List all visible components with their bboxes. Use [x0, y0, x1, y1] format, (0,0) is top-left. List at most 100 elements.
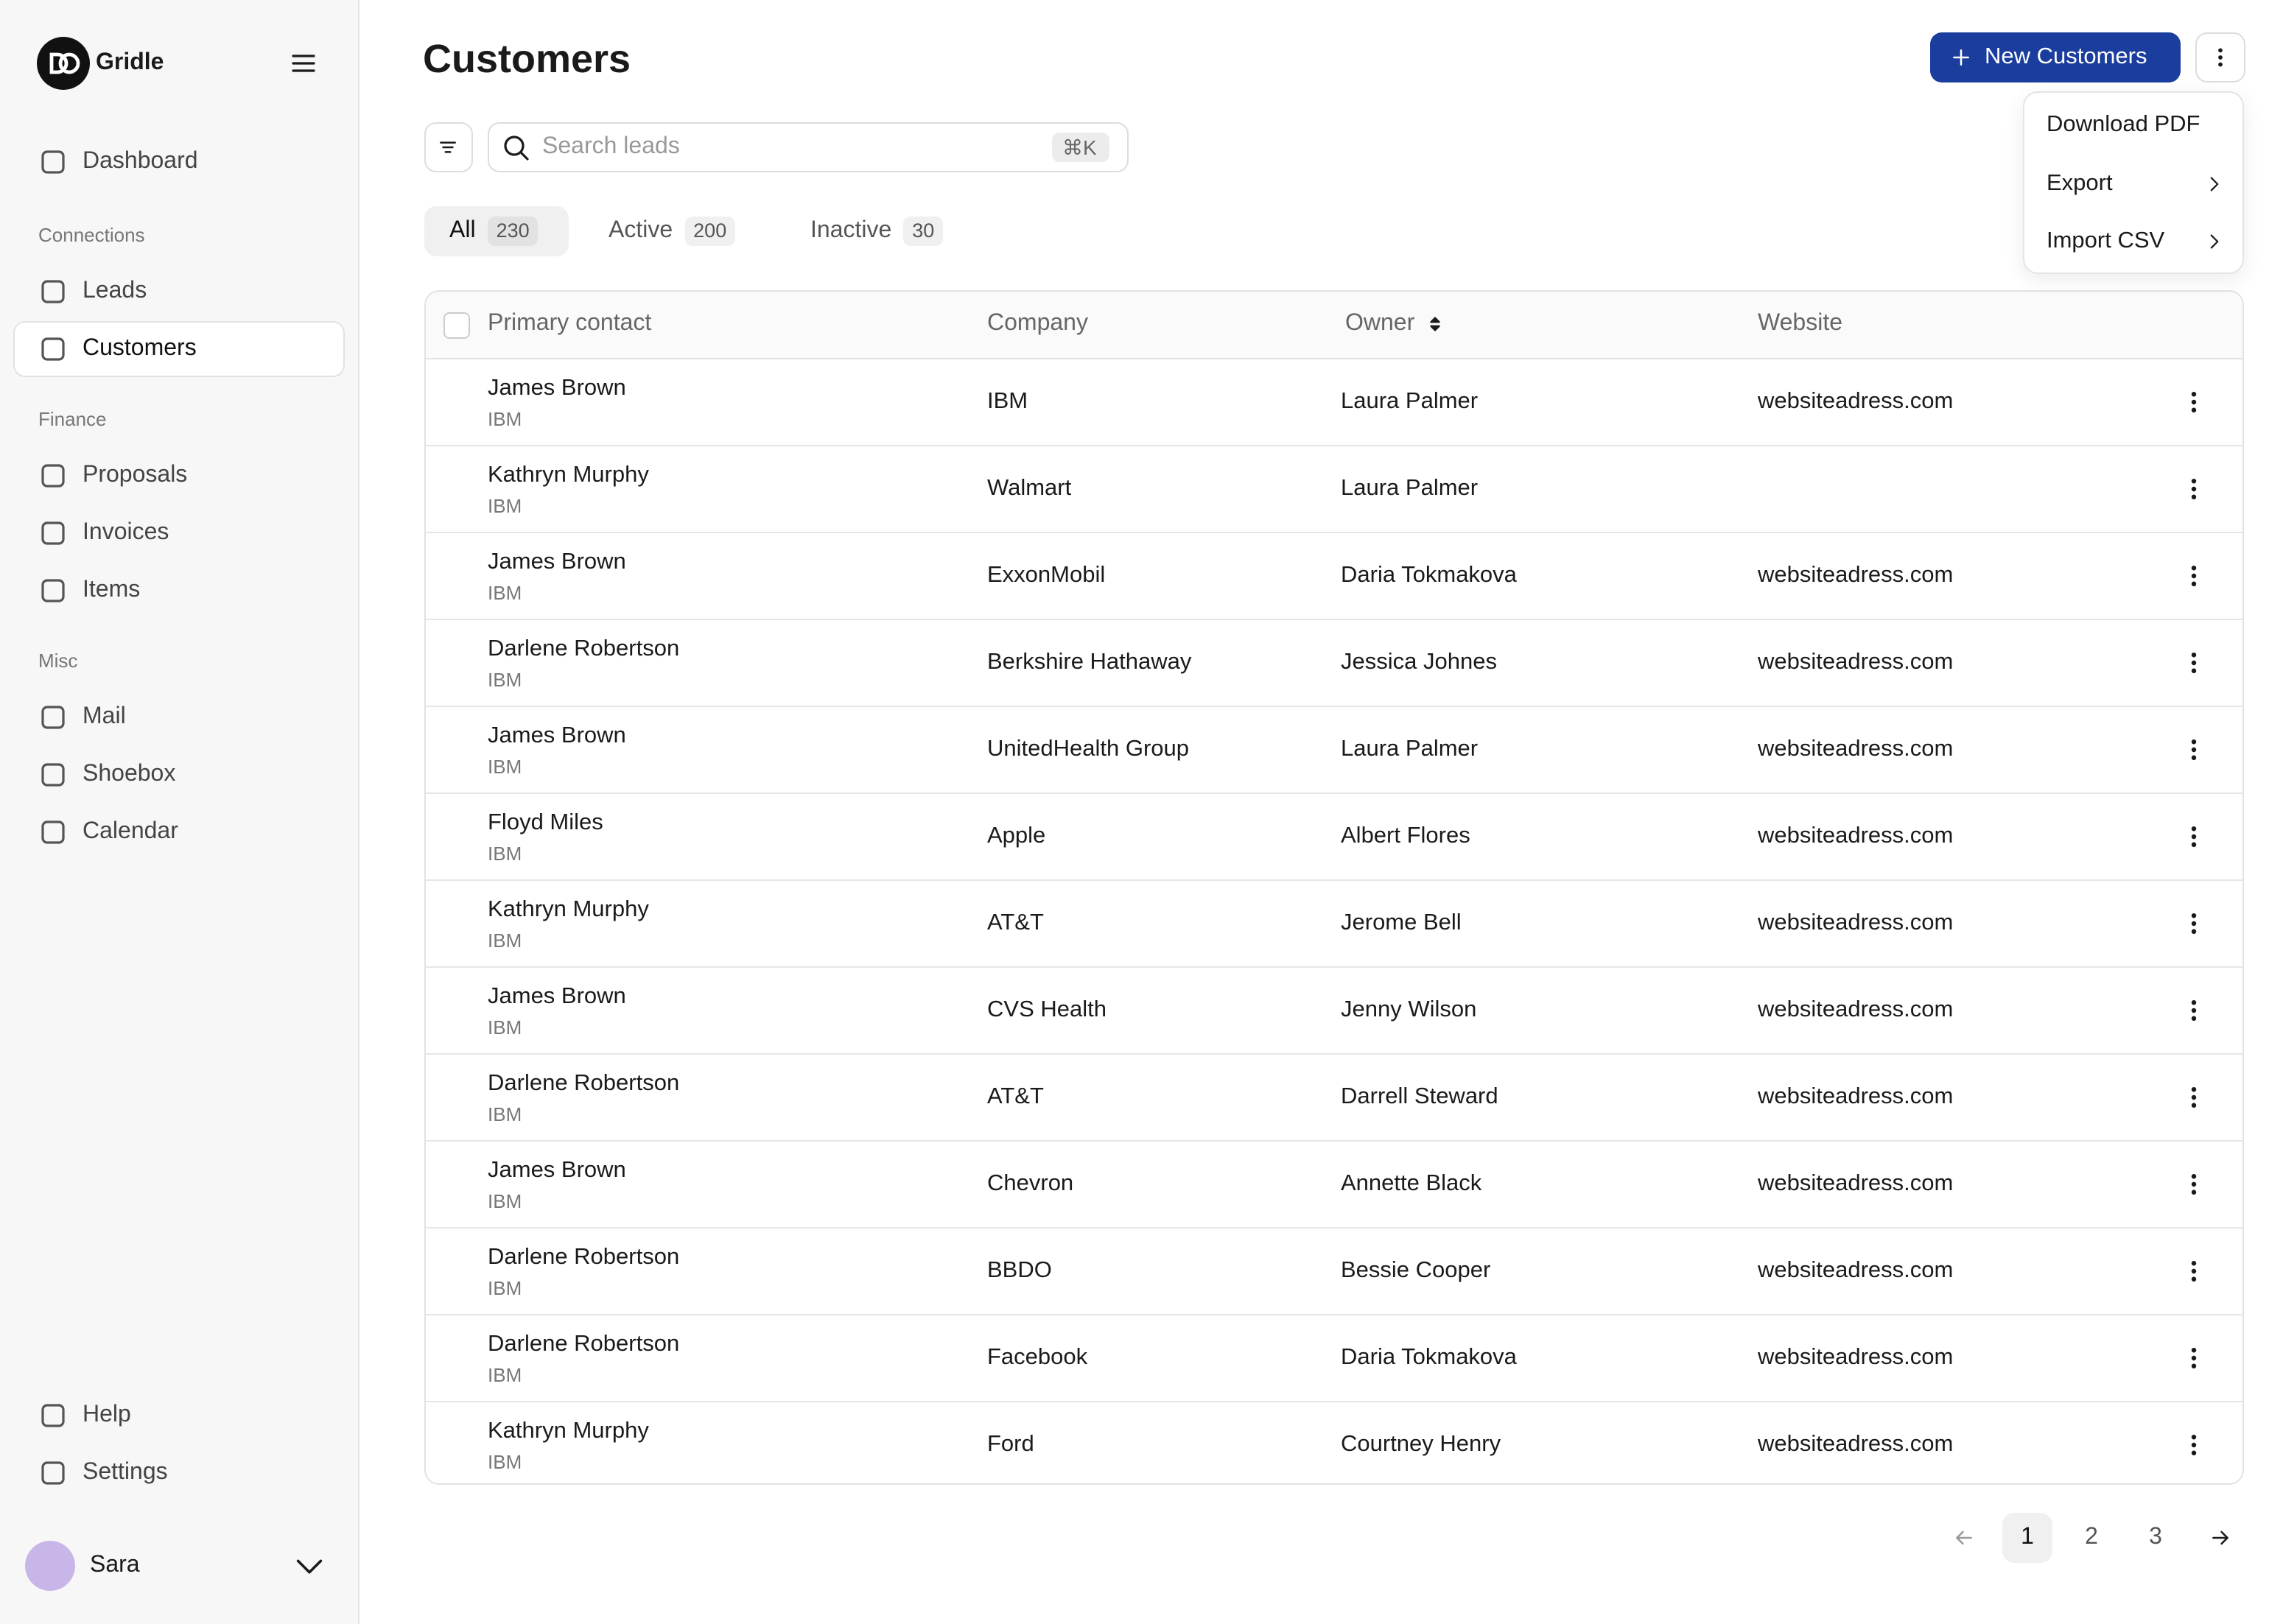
- contact-company: IBM: [488, 756, 522, 778]
- menu-toggle-glyph: [292, 55, 315, 72]
- column-header[interactable]: Website: [1758, 311, 1843, 336]
- row-menu[interactable]: [2181, 823, 2207, 850]
- new-button-label[interactable]: New Customers: [1985, 44, 2147, 69]
- row-menu[interactable]: [2181, 910, 2207, 937]
- menu-toggle[interactable]: [289, 49, 318, 78]
- nav-item[interactable]: Customers: [83, 336, 197, 361]
- website[interactable]: websiteadress.com: [1758, 1345, 1954, 1370]
- search-placeholder: Search leads: [542, 134, 680, 159]
- nav-item[interactable]: Settings: [83, 1460, 168, 1485]
- website[interactable]: websiteadress.com: [1758, 997, 1954, 1022]
- nav-item[interactable]: Shoebox: [83, 762, 176, 787]
- page-number[interactable]: 2: [2085, 1525, 2098, 1550]
- filter-button[interactable]: [424, 122, 473, 172]
- nav-item[interactable]: Calendar: [83, 819, 178, 844]
- filter-icon-glyph: [440, 141, 456, 153]
- website[interactable]: websiteadress.com: [1758, 1258, 1954, 1283]
- tab-count: 30: [912, 219, 935, 242]
- owner: Laura Palmer: [1341, 389, 1479, 414]
- contact-name: Kathryn Murphy: [488, 897, 649, 922]
- row-menu-glyph: [2191, 652, 2197, 674]
- row-divider: [426, 532, 2242, 533]
- row-menu[interactable]: [2181, 563, 2207, 589]
- search-box[interactable]: [488, 122, 1129, 172]
- shortcut: ⌘K: [1062, 136, 1097, 159]
- website[interactable]: websiteadress.com: [1758, 823, 1954, 848]
- contact-company: IBM: [488, 843, 522, 865]
- new-button[interactable]: [1930, 32, 2181, 82]
- nav-item[interactable]: Mail: [83, 704, 126, 729]
- owner: Courtney Henry: [1341, 1432, 1501, 1457]
- nav-item[interactable]: Invoices: [83, 520, 169, 545]
- tab-label[interactable]: Inactive: [810, 218, 892, 243]
- company: AT&T: [987, 1084, 1044, 1109]
- tab-label[interactable]: All: [449, 218, 476, 243]
- column-header[interactable]: Company: [987, 311, 1088, 336]
- next-page: [2209, 1526, 2232, 1550]
- website[interactable]: websiteadress.com: [1758, 1084, 1954, 1109]
- owner: Laura Palmer: [1341, 476, 1479, 501]
- row-divider: [426, 1227, 2242, 1228]
- row-menu-glyph: [2191, 1260, 2197, 1282]
- logo: [37, 37, 90, 90]
- nav-icon-glyph: [41, 1404, 65, 1427]
- website[interactable]: websiteadress.com: [1758, 563, 1954, 588]
- website[interactable]: websiteadress.com: [1758, 389, 1954, 414]
- website[interactable]: websiteadress.com: [1758, 910, 1954, 935]
- row-menu[interactable]: [2181, 389, 2207, 415]
- row-menu[interactable]: [2181, 1084, 2207, 1111]
- nav-icon-glyph: [41, 337, 65, 361]
- row-menu[interactable]: [2181, 1345, 2207, 1371]
- column-header[interactable]: Primary contact: [488, 311, 652, 336]
- website[interactable]: websiteadress.com: [1758, 1432, 1954, 1457]
- row-menu[interactable]: [2181, 1432, 2207, 1458]
- row-menu[interactable]: [2181, 1171, 2207, 1198]
- menu-item[interactable]: Export: [2047, 170, 2113, 195]
- row-divider: [426, 619, 2242, 620]
- page-number[interactable]: 1: [2021, 1525, 2034, 1550]
- column-header[interactable]: Owner: [1345, 311, 1415, 336]
- owner: Laura Palmer: [1341, 737, 1479, 762]
- menu-item[interactable]: Import CSV: [2047, 228, 2165, 253]
- contact-company: IBM: [488, 582, 522, 604]
- company: UnitedHealth Group: [987, 737, 1189, 762]
- company: Berkshire Hathaway: [987, 650, 1192, 675]
- website[interactable]: websiteadress.com: [1758, 650, 1954, 675]
- row-menu[interactable]: [2181, 476, 2207, 502]
- row-menu-glyph: [2191, 1347, 2197, 1369]
- nav-item[interactable]: Help: [83, 1402, 131, 1427]
- nav-item[interactable]: Proposals: [83, 463, 188, 488]
- contact-company: IBM: [488, 1190, 522, 1212]
- prev-page: [1952, 1526, 1976, 1550]
- page-number[interactable]: 3: [2149, 1525, 2162, 1550]
- more-button[interactable]: [2195, 32, 2245, 82]
- page-title: Customers: [423, 37, 631, 81]
- menu-item[interactable]: Download PDF: [2047, 112, 2200, 137]
- nav-item[interactable]: Items: [83, 577, 141, 602]
- company: Apple: [987, 823, 1046, 848]
- select-all[interactable]: [443, 312, 470, 339]
- more-icon: [2209, 46, 2232, 69]
- avatar: [25, 1541, 75, 1591]
- contact-name: James Brown: [488, 376, 626, 401]
- tab-count: 200: [693, 219, 727, 242]
- next-page-glyph: [2212, 1530, 2228, 1545]
- nav-item[interactable]: Dashboard: [83, 149, 198, 174]
- plus-icon-glyph: [1953, 49, 1969, 66]
- contact-company: IBM: [488, 1016, 522, 1038]
- nav-item[interactable]: Leads: [83, 278, 147, 303]
- company: AT&T: [987, 910, 1044, 935]
- row-menu[interactable]: [2181, 1258, 2207, 1284]
- row-divider: [426, 445, 2242, 446]
- shortcut-bg: [1052, 133, 1109, 162]
- row-menu[interactable]: [2181, 997, 2207, 1024]
- tab-label[interactable]: Active: [609, 218, 673, 243]
- company: Facebook: [987, 1345, 1088, 1370]
- website[interactable]: websiteadress.com: [1758, 1171, 1954, 1196]
- company: IBM: [987, 389, 1028, 414]
- website[interactable]: websiteadress.com: [1758, 737, 1954, 762]
- user-name[interactable]: Sara: [90, 1553, 140, 1578]
- row-menu[interactable]: [2181, 650, 2207, 676]
- row-menu[interactable]: [2181, 737, 2207, 763]
- contact-company: IBM: [488, 495, 522, 517]
